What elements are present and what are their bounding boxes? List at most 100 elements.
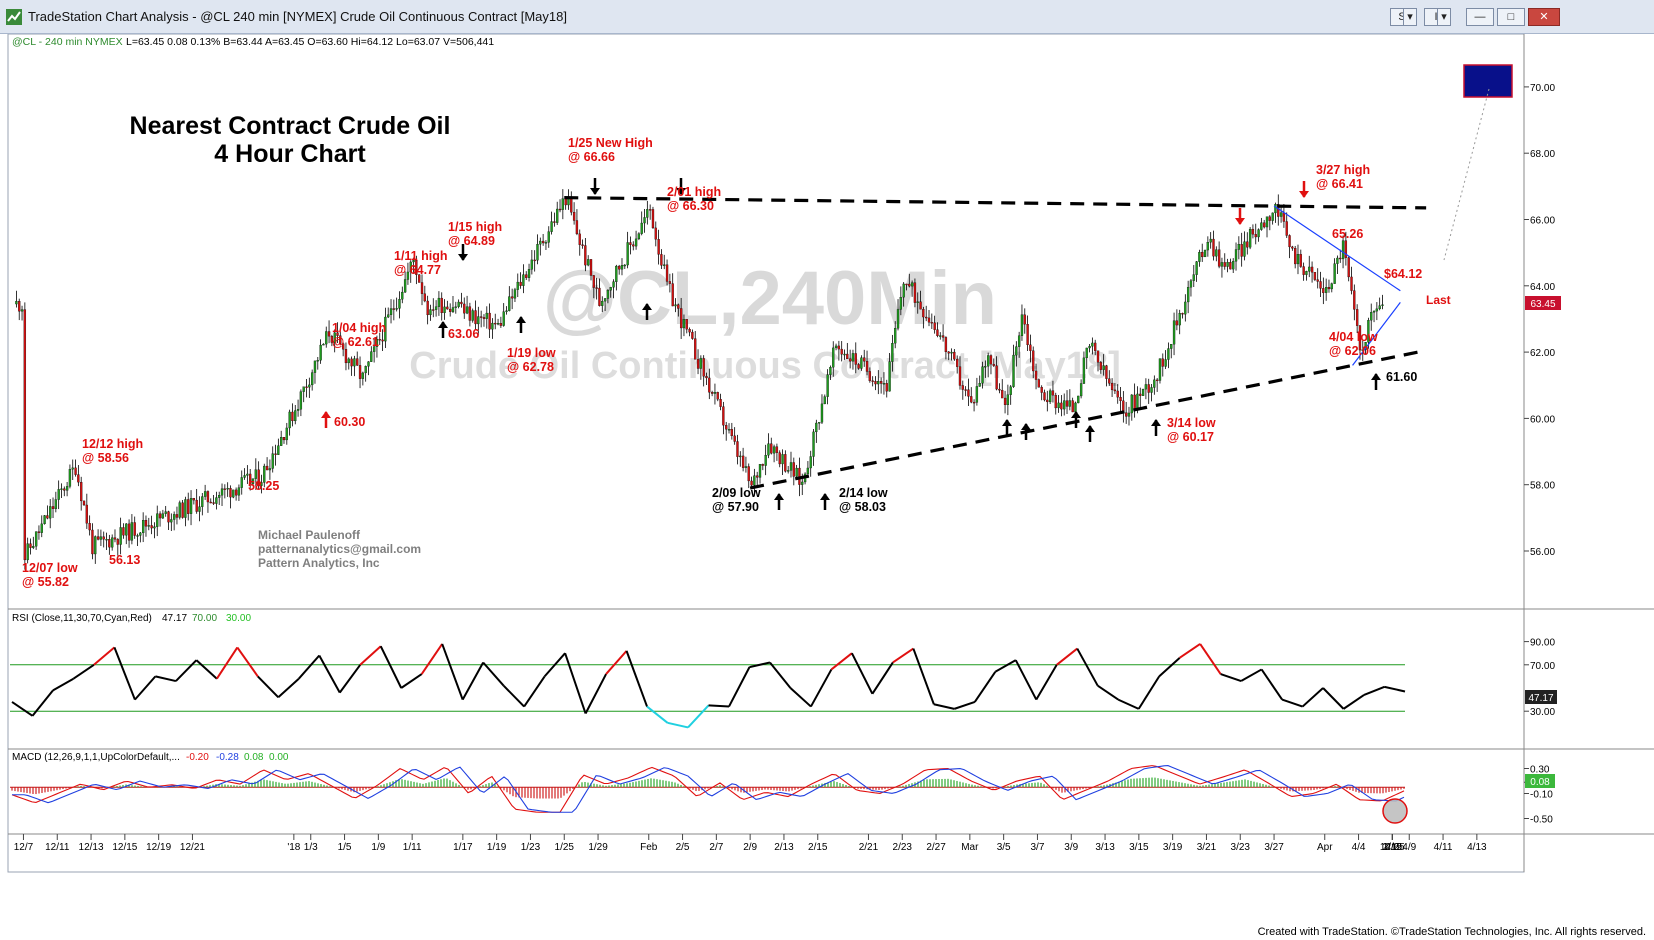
annotation-line: 2/14 low (839, 486, 888, 500)
candle-body (144, 520, 148, 527)
candle-body (570, 198, 573, 213)
candle-body (530, 259, 534, 270)
candle-body (189, 498, 193, 514)
close-button[interactable]: ✕ (1528, 8, 1560, 26)
candle-body (761, 464, 764, 466)
rsi-pane: 30.00 70.00 90.00 (10, 638, 1555, 729)
candle-body (201, 496, 204, 507)
candle-body (291, 411, 294, 422)
candle-body (620, 265, 624, 270)
candle-body (167, 511, 170, 523)
candle-body (649, 209, 652, 211)
candle-body (1063, 400, 1066, 410)
candle-body (756, 475, 759, 478)
annotation-label: 2/14 low @ 58.03 (839, 486, 888, 514)
candle-body (713, 392, 717, 394)
rsi-segment (564, 652, 587, 714)
candle-body (691, 331, 694, 339)
target-projection-box[interactable] (1463, 64, 1513, 98)
annotation-line: @ 62.61 (332, 335, 379, 349)
candle-body (305, 386, 308, 388)
arrow-head (1235, 218, 1245, 225)
candle-body (1198, 251, 1201, 262)
macd-tick-label: 0.30 (1530, 765, 1550, 776)
candle-body (598, 287, 601, 306)
candle-body (1057, 402, 1060, 409)
candle-body (88, 523, 91, 531)
window-titlebar: TradeStation Chart Analysis - @CL 240 mi… (0, 0, 1654, 34)
annotation-label: 1/15 high @ 64.89 (448, 220, 502, 248)
candle-body (634, 238, 638, 247)
time-tick-label: 1/5 (338, 842, 352, 853)
price-tick-label: 56.00 (1530, 547, 1555, 558)
candle-body (420, 282, 424, 294)
arrow-head (458, 254, 468, 261)
candle-body (71, 467, 74, 470)
minimize-button[interactable]: — (1466, 8, 1494, 26)
macd-last-tag (1525, 774, 1555, 788)
candle-body (595, 287, 598, 289)
candle-body (1105, 365, 1108, 379)
candle-body (1195, 261, 1198, 275)
arrow-up-icon (438, 321, 448, 338)
rsi-segment (175, 659, 198, 682)
arrow-up-icon (321, 411, 331, 428)
candle-body (313, 360, 317, 373)
price-tick-label: 64.00 (1530, 282, 1555, 293)
candle-body (1096, 350, 1100, 363)
candle-body (795, 467, 798, 477)
candle-body (401, 291, 404, 300)
author-email: patternanalytics@gmail.com (258, 542, 421, 556)
candle-body (826, 374, 829, 397)
price-axis[interactable]: 56.00 58.00 60.00 62.00 64.00 66.00 68.00 70.00 (1524, 83, 1555, 558)
rsi-segment (318, 655, 341, 694)
candle-body (1226, 262, 1229, 267)
annotation-label: 1/11 high @ 64.77 (394, 249, 448, 277)
candle-body (792, 462, 795, 477)
author-name: Michael Paulenoff (258, 528, 361, 542)
candle-body (958, 366, 962, 386)
candle-body (739, 455, 742, 458)
time-axis[interactable]: 12/7 12/11 12/13 12/15 12/19 12/21 12/25 '18 1/3… (14, 834, 1487, 853)
symbol-link-dropdown[interactable]: ▾ (1403, 8, 1417, 26)
resistance-trendline (564, 196, 1427, 210)
candle-body (229, 488, 232, 498)
candle-body (1068, 400, 1072, 407)
candle-body (581, 244, 584, 246)
candle-body (778, 452, 781, 465)
candle-body (426, 300, 429, 316)
candle-body (1319, 281, 1322, 289)
candle-body (1085, 347, 1088, 359)
rsi-segment (11, 701, 34, 717)
candle-body (516, 281, 519, 290)
candle-body (26, 543, 29, 561)
candle-body (1184, 301, 1187, 315)
candle-body (643, 217, 646, 224)
rsi-last-value: 47.17 (1528, 693, 1553, 704)
last-price-value: 63.45 (1530, 299, 1555, 310)
arrow-up-icon (1151, 419, 1161, 436)
candle-body (1141, 388, 1145, 396)
candle-body (1125, 412, 1128, 417)
candle-body (868, 371, 872, 381)
annotation-line: 1/04 high (332, 321, 386, 335)
rsi-segment (420, 643, 444, 675)
candle-body (1139, 393, 1142, 396)
candle-body (1082, 357, 1086, 384)
candle-body (251, 478, 255, 484)
candle-body (1127, 412, 1131, 417)
candle-body (336, 332, 339, 336)
candle-body (111, 537, 114, 548)
candle-body (184, 499, 187, 518)
candle-body (899, 297, 902, 310)
annotation-label: 65.26 (1332, 227, 1363, 241)
interval-link-dropdown[interactable]: ▾ (1437, 8, 1451, 26)
maximize-button[interactable]: □ (1497, 8, 1525, 26)
candle-body (378, 339, 381, 341)
rsi-segment (1179, 643, 1201, 659)
rsi-overbought-value: 70.00 (192, 613, 217, 624)
candle-body (344, 349, 348, 364)
candle-body (603, 298, 607, 302)
candle-body (879, 381, 883, 384)
candle-body (125, 523, 128, 536)
